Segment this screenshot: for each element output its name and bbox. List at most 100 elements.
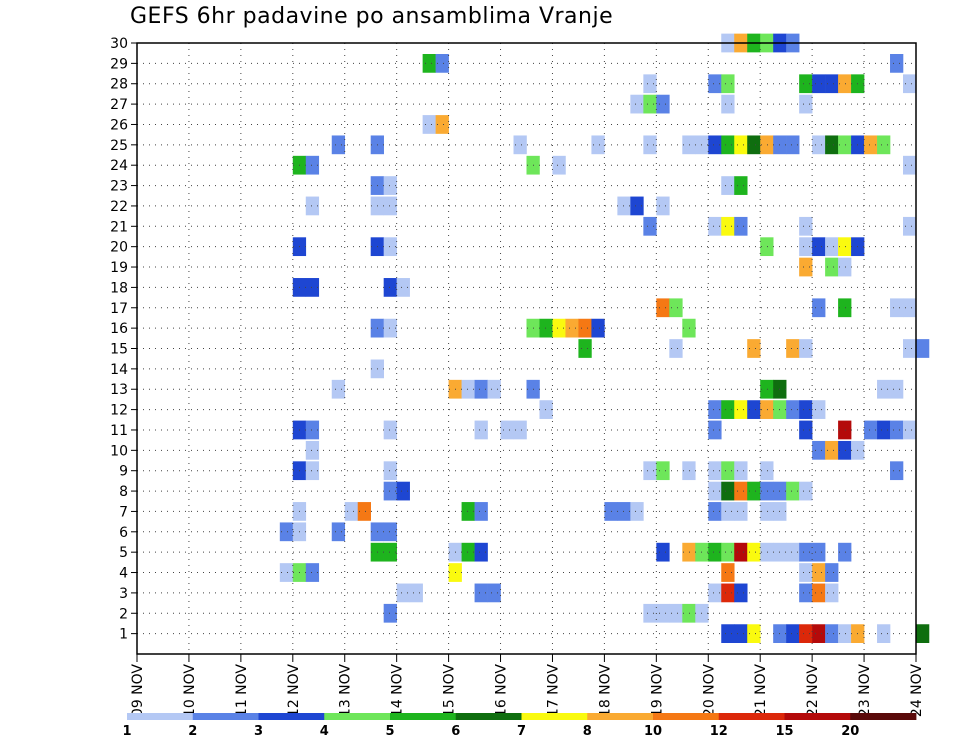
- chart-title: GEFS 6hr padavine po ansamblima Vranje: [130, 4, 614, 29]
- legend-boundary-label: 1: [122, 724, 131, 739]
- legend-swatch: [258, 713, 325, 720]
- heatmap-cell: [539, 318, 553, 338]
- heatmap-cell: [812, 583, 826, 603]
- heatmap-cell: [383, 461, 397, 481]
- legend-swatch: [324, 713, 391, 720]
- heatmap-cell: [760, 400, 774, 419]
- y-tick-label: 8: [119, 484, 128, 500]
- heatmap-cell: [669, 603, 683, 623]
- y-tick-label: 29: [110, 56, 128, 72]
- heatmap-cell: [305, 563, 320, 582]
- heatmap-cell: [747, 624, 761, 643]
- heatmap-cell: [734, 216, 748, 236]
- x-tick-label: 17 NOV: [545, 664, 561, 718]
- heatmap-cell: [721, 481, 735, 501]
- heatmap-cell: [331, 522, 346, 542]
- heatmap-cell: [331, 135, 346, 155]
- heatmap-cell: [721, 563, 735, 582]
- heatmap-cell: [747, 542, 761, 562]
- legend-swatch: [127, 713, 194, 720]
- heatmap-cell: [279, 563, 294, 582]
- heatmap-cell: [474, 583, 488, 603]
- legend-boundary-label: 5: [385, 724, 394, 739]
- heatmap-cell: [760, 135, 774, 155]
- heatmap-cell: [734, 400, 748, 419]
- heatmap-cell: [682, 603, 696, 623]
- heatmap-cell: [539, 400, 553, 419]
- heatmap-cell: [708, 583, 722, 603]
- heatmap-cell: [565, 318, 579, 338]
- heatmap-cell: [708, 542, 722, 562]
- heatmap-cell: [734, 502, 748, 521]
- legend-boundary-label: 6: [451, 724, 460, 739]
- heatmap-cell: [474, 502, 488, 521]
- heatmap-cell: [760, 461, 774, 481]
- heatmap-cell: [799, 237, 813, 257]
- heatmap-cell: [305, 420, 320, 440]
- y-tick-label: 22: [110, 199, 128, 215]
- heatmap-cell: [799, 400, 813, 419]
- heatmap-cell: [877, 379, 891, 399]
- y-tick-label: 26: [110, 117, 128, 133]
- heatmap-cell: [838, 135, 852, 155]
- y-tick-label: 25: [110, 138, 128, 154]
- heatmap-cell: [721, 583, 735, 603]
- heatmap-cell: [383, 278, 397, 297]
- heatmap-cell: [890, 298, 904, 318]
- heatmap-cell: [656, 542, 670, 562]
- heatmap-cell: [422, 115, 436, 134]
- legend-swatch: [784, 713, 851, 720]
- heatmap-cell: [487, 379, 501, 399]
- heatmap-cell: [812, 400, 826, 419]
- heatmap-cell: [916, 339, 930, 358]
- x-tick-label: 18 NOV: [597, 664, 613, 718]
- heatmap-cell: [786, 624, 800, 643]
- y-tick-label: 24: [110, 158, 128, 174]
- heatmap-cell: [786, 400, 800, 419]
- legend-boundary-label: 10: [644, 724, 662, 739]
- heatmap-cell: [877, 135, 891, 155]
- heatmap-cell: [799, 94, 813, 114]
- heatmap-cell: [903, 74, 917, 94]
- heatmap-cell: [721, 74, 735, 94]
- y-tick-label: 2: [119, 606, 128, 622]
- x-tick-label: 21 NOV: [753, 664, 769, 718]
- y-tick-label: 13: [110, 382, 128, 398]
- heatmap-cell: [903, 216, 917, 236]
- heatmap-cell: [721, 176, 735, 195]
- heatmap-cell: [630, 502, 644, 521]
- x-tick-label: 10 NOV: [182, 664, 198, 718]
- heatmap-cell: [656, 298, 670, 318]
- y-tick-label: 6: [119, 525, 128, 541]
- heatmap-cell: [799, 624, 813, 643]
- heatmap-cell: [383, 522, 397, 542]
- heatmap-cell: [357, 502, 371, 521]
- heatmap-cell: [734, 583, 748, 603]
- heatmap-cell: [786, 135, 800, 155]
- heatmap-cell: [812, 135, 826, 155]
- heatmap-cell: [721, 624, 735, 643]
- y-tick-label: 17: [110, 301, 128, 317]
- legend-swatch: [455, 713, 522, 720]
- heatmap-cell: [812, 440, 826, 460]
- heatmap-cell: [890, 379, 904, 399]
- x-tick-label: 20 NOV: [701, 664, 717, 718]
- heatmap-cell: [747, 400, 761, 419]
- legend-boundary-label: 3: [254, 724, 263, 739]
- heatmap-cell: [461, 502, 475, 521]
- heatmap-cell: [578, 339, 592, 358]
- y-tick-label: 27: [110, 97, 128, 113]
- cells-layer: [279, 33, 930, 643]
- heatmap-cell: [825, 237, 839, 257]
- heatmap-cell: [799, 481, 813, 501]
- heatmap-cell: [799, 257, 813, 277]
- heatmap-cell: [812, 542, 826, 562]
- heatmap-cell: [890, 54, 904, 73]
- heatmap-cell: [669, 298, 683, 318]
- heatmap-cell: [812, 563, 826, 582]
- heatmap-cell: [682, 318, 696, 338]
- legend-layer: 1 2 3 4 5 6 7 8 10 12 15 20: [122, 713, 917, 739]
- heatmap-cell: [734, 624, 748, 643]
- y-tick-label: 11: [110, 423, 128, 439]
